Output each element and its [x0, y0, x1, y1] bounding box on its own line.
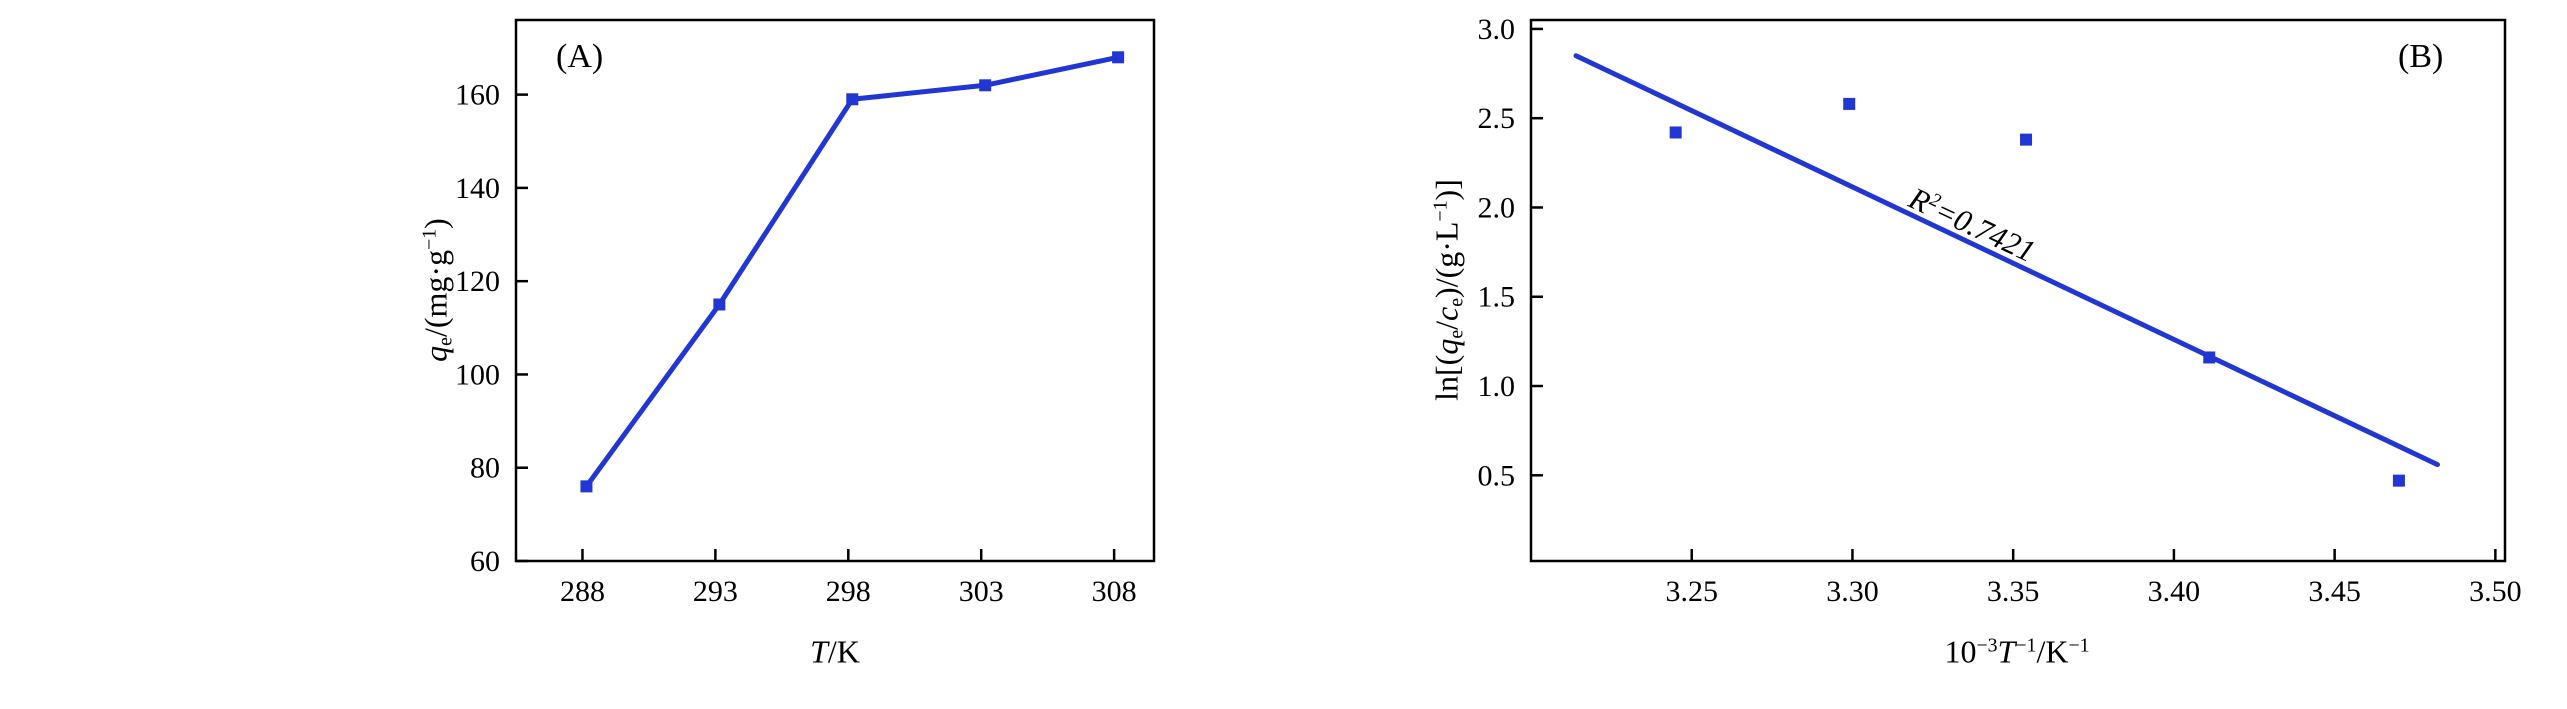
panel-a-y-axis-title: qe/(mg·g−1): [417, 218, 457, 362]
panel-a-y-tick-label: 140: [455, 172, 500, 205]
panel-b-data-point-marker: [2203, 351, 2216, 364]
base-10: 10: [1944, 633, 1977, 670]
symbol-ce: c: [1428, 306, 1465, 321]
panel-b-x-tick-label: 3.30: [1826, 575, 1879, 608]
panel-a-x-axis-title: T/K: [810, 634, 860, 671]
panel-b-y-tick-label: 3.0: [1478, 13, 1516, 46]
panel-a-data-point-marker: [713, 298, 726, 311]
panel-b-data-point-marker: [1669, 126, 1682, 139]
panel-b-y-tick-label: 0.5: [1478, 459, 1516, 492]
panel-b-y-axis-title: ln[(qe/ce)/(g·L−1)]: [1428, 179, 1468, 401]
panel-a-x-tick-label: 298: [826, 575, 871, 608]
panel-b-data-point-marker: [1843, 97, 1856, 110]
unit-kelvin: /K: [2036, 633, 2069, 670]
panel-a-y-tick-label: 120: [455, 265, 500, 298]
panel-a-y-tick-label: 160: [455, 79, 500, 112]
superscript-minus1: −1: [2068, 634, 2090, 657]
panel-b-frame: [1529, 18, 2507, 563]
subscript-e: e: [1445, 329, 1468, 339]
unit-kelvin: /K: [827, 633, 860, 670]
panel-a-data-point-marker: [979, 79, 992, 92]
panel-b-data-point-marker: [2392, 474, 2405, 487]
superscript-minus1: −1: [1429, 200, 1452, 222]
ln-open: ln[(: [1428, 354, 1465, 401]
panel-a-data-point-marker: [1112, 51, 1125, 64]
slash: /: [1428, 320, 1465, 330]
panel-a-data-point-marker: [580, 480, 593, 493]
panel-a-y-tick-label: 60: [470, 545, 500, 578]
panel-a-y-tick-label: 100: [455, 358, 500, 391]
symbol-qe: q: [1428, 338, 1465, 355]
panel-b-x-tick-label: 3.45: [2308, 575, 2361, 608]
panel-b-x-tick-label: 3.25: [1665, 575, 1718, 608]
panel-b-data-point-marker: [2020, 133, 2033, 146]
symbol-qe: q: [417, 345, 454, 362]
superscript-minus1: −1: [418, 228, 441, 250]
panel-b-y-tick-label: 2.0: [1478, 191, 1516, 224]
superscript-minus1: −1: [2015, 634, 2037, 657]
unit-close: )]: [1428, 179, 1465, 201]
panel-a-data-point-marker: [846, 93, 859, 106]
panel-a-data-line: [584, 54, 1119, 488]
panel-a-x-tick-label: 293: [693, 575, 738, 608]
unit-text: )/(g·L: [1428, 221, 1465, 298]
symbol-T: T: [810, 633, 828, 670]
panel-b-x-tick-label: 3.35: [1987, 575, 2040, 608]
panel-b-x-axis-title: 10−3T−1/K−1: [1944, 634, 2089, 671]
unit-text: /(mg·g: [417, 249, 454, 338]
panel-a-x-tick-label: 303: [959, 575, 1004, 608]
subscript-e: e: [1445, 297, 1468, 307]
panel-a-y-tick-label: 80: [470, 452, 500, 485]
panel-b-y-tick-label: 1.0: [1478, 370, 1516, 403]
superscript-minus3: −3: [1976, 634, 1998, 657]
panel-b-y-tick-label: 2.5: [1478, 102, 1516, 135]
panel-a-x-tick-label: 288: [560, 575, 605, 608]
unit-close: ): [417, 218, 454, 229]
panel-b-fit-line: [1573, 53, 2440, 468]
subscript-e: e: [434, 337, 457, 346]
panel-b-x-tick-label: 3.40: [2148, 575, 2201, 608]
panel-b-y-tick-label: 1.5: [1478, 281, 1516, 314]
panel-a-tag: (A): [556, 38, 604, 75]
panel-a-x-tick-label: 308: [1092, 575, 1137, 608]
panel-b-x-tick-label: 3.50: [2469, 575, 2522, 608]
symbol-T: T: [1997, 633, 2016, 670]
panel-a-frame: [514, 18, 1156, 563]
panel-b-tag: (B): [2398, 38, 2444, 75]
